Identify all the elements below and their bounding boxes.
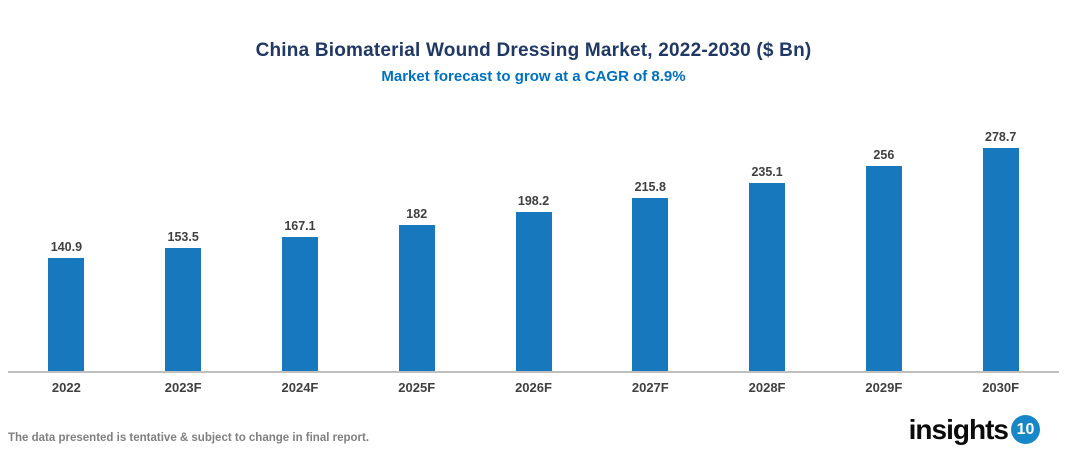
- bar-value-label: 167.1: [284, 219, 316, 233]
- bar-column: 215.8: [592, 180, 709, 371]
- bar: [982, 148, 1019, 371]
- bar-value-label: 235.1: [751, 165, 783, 179]
- bar: [632, 198, 669, 371]
- bar-value-label: 140.9: [50, 240, 83, 254]
- bar: [865, 166, 902, 371]
- bar-column: 140.9: [8, 240, 125, 371]
- x-axis-label: 2030F: [982, 380, 1020, 395]
- bar: [515, 212, 552, 371]
- bar-column: 278.7: [942, 130, 1059, 371]
- bar: [749, 183, 786, 371]
- insights10-logo: insights 10: [909, 415, 1040, 444]
- chart-subtitle: Market forecast to grow at a CAGR of 8.9…: [381, 68, 686, 85]
- bar-value-label: 215.8: [634, 180, 666, 194]
- x-axis-label: 2024F: [281, 380, 319, 395]
- x-axis-labels: 2022 2023F 2024F 2025F 2026F 2027F 2028F…: [8, 373, 1059, 395]
- x-axis-label: 2029F: [865, 380, 903, 395]
- x-axis-label: 2027F: [631, 380, 669, 395]
- disclaimer-text: The data presented is tentative & subjec…: [8, 432, 370, 444]
- bar-column: 256: [825, 148, 942, 371]
- plot-area: 140.9 153.5 167.1 182 198.2 215.8 235.1 …: [8, 106, 1059, 373]
- bar-column: 153.5: [125, 230, 242, 371]
- bar-value-label: 256: [873, 148, 895, 162]
- x-axis-label: 2025F: [398, 380, 436, 395]
- bar-value-label: 182: [406, 207, 428, 221]
- bar: [48, 258, 85, 371]
- x-axis-label: 2026F: [515, 380, 552, 395]
- logo-number-badge: 10: [1011, 415, 1040, 444]
- bar: [165, 248, 202, 371]
- bar-value-label: 198.2: [517, 194, 550, 208]
- logo-wordmark: insights: [908, 413, 1009, 445]
- chart-title: China Biomaterial Wound Dressing Market,…: [255, 40, 812, 61]
- x-axis-label: 2023F: [164, 380, 202, 395]
- bar-column: 198.2: [475, 194, 592, 371]
- bar: [281, 237, 318, 371]
- bar: [398, 225, 435, 371]
- bar-value-label: 153.5: [167, 230, 199, 244]
- x-axis-label: 2022: [51, 380, 81, 395]
- bar-value-label: 278.7: [985, 130, 1017, 144]
- bar-column: 167.1: [242, 219, 359, 371]
- footer: The data presented is tentative & subjec…: [0, 394, 1067, 454]
- bar-column: 182: [358, 207, 475, 371]
- x-axis-label: 2028F: [748, 380, 786, 395]
- bar-column: 235.1: [709, 165, 826, 371]
